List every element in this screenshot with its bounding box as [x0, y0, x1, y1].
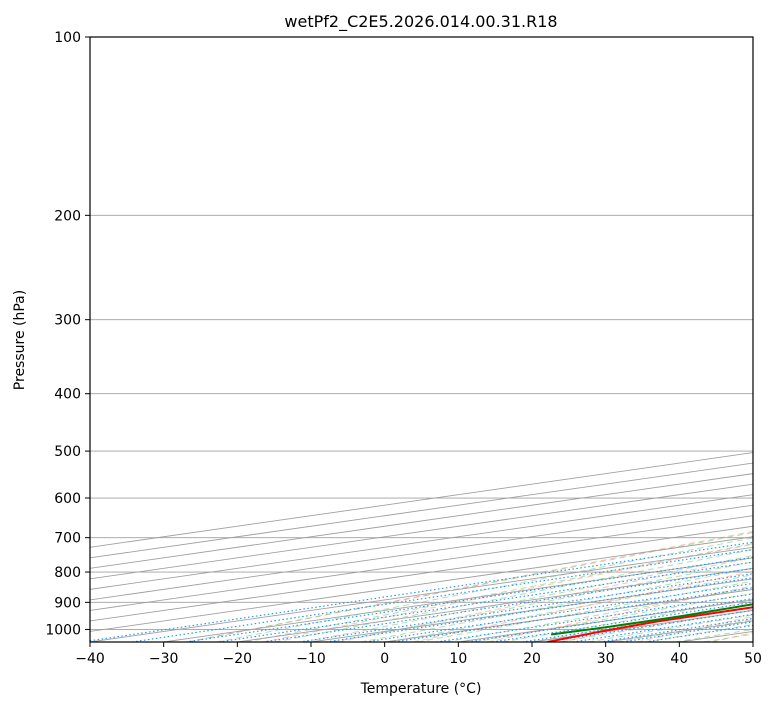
mixing-ratio-line [262, 567, 753, 642]
isotherm-line [90, 462, 753, 559]
mixing-ratio-line [185, 556, 753, 642]
plot-frame [89, 36, 754, 643]
moist-adiabat-line [445, 586, 753, 642]
isotherm-line [90, 504, 753, 601]
dry-adiabat-line [263, 543, 753, 642]
mixing-ratio-line [131, 548, 753, 642]
isotherm-line [90, 525, 753, 622]
y-tick-label: 800 [54, 565, 81, 581]
x-tick-label: 50 [744, 651, 762, 667]
moist-adiabat-line [360, 567, 753, 642]
chart-title: wetPf2_C2E5.2026.014.00.31.R18 [284, 12, 557, 32]
y-tick-label: 200 [54, 208, 81, 224]
y-tick-label: 600 [54, 491, 81, 507]
mixing-ratio-line [218, 561, 753, 642]
y-tick-label: 400 [54, 387, 81, 403]
y-tick-label: 900 [54, 595, 81, 611]
x-tick-label: 40 [670, 651, 688, 667]
isotherm-line [90, 494, 753, 590]
isotherm-line [90, 452, 753, 548]
x-tick-label: −20 [223, 651, 253, 667]
dry-adiabat-line [188, 530, 753, 642]
moist-adiabat-line [417, 580, 753, 642]
isotherm-line [90, 483, 753, 580]
x-tick-label: −10 [296, 651, 326, 667]
x-tick-label: 10 [449, 651, 467, 667]
grid-layer [90, 37, 753, 642]
x-tick-label: 30 [597, 651, 615, 667]
x-axis-label: Temperature (°C) [360, 681, 482, 697]
y-tick-label: 700 [54, 531, 81, 547]
axis-layer: −40 −30 −20 −10 0 10 20 30 40 50 100 200 300 400 500 60… [45, 30, 762, 667]
mixing-ratio-line [572, 613, 753, 642]
mixing-ratio-line [546, 609, 753, 642]
isotherm-line [90, 515, 753, 611]
y-tick-label: 1000 [45, 622, 81, 638]
x-tick-label: 0 [380, 651, 389, 667]
moist-adiabat-line [473, 592, 753, 642]
x-tick-label: 20 [523, 651, 541, 667]
dry-adiabat-line [412, 570, 753, 642]
x-tick-label: −30 [149, 651, 179, 667]
y-axis-label: Pressure (hPa) [12, 290, 28, 390]
y-tick-label: 300 [54, 313, 81, 329]
isotherm-line [90, 473, 753, 569]
y-tick-label: 500 [54, 444, 81, 460]
x-tick-label: −40 [75, 651, 105, 667]
dry-adiabat-line [487, 585, 753, 642]
isotherm-line [90, 536, 753, 632]
y-tick-label: 100 [54, 30, 81, 46]
